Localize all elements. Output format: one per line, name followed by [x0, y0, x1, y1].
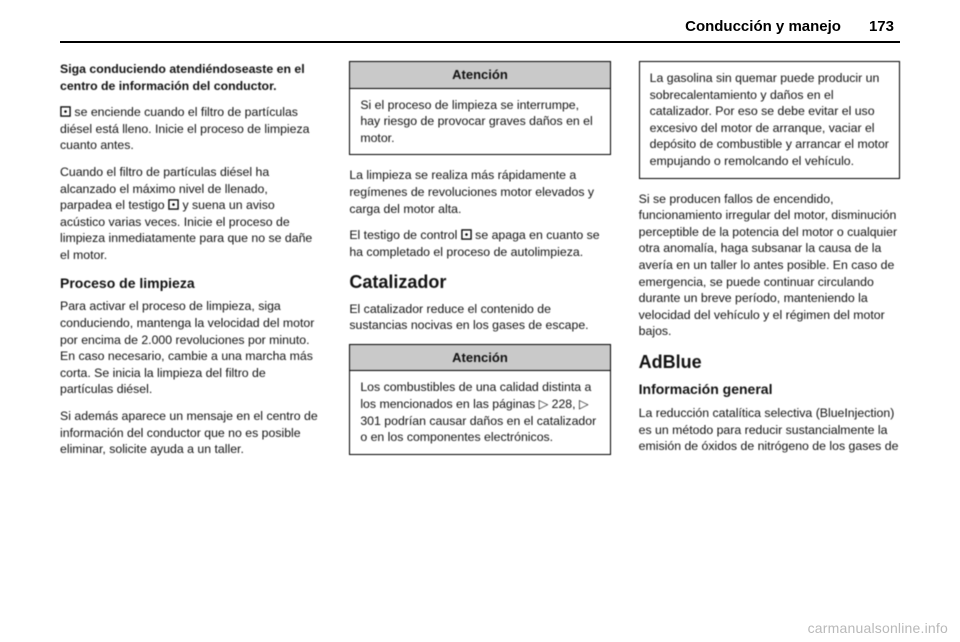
caution-box-body: La gasolina sin quemar puede producir un…: [640, 62, 899, 178]
heading: AdBlue: [639, 350, 900, 374]
paragraph: Si se producen fallos de encendido, func…: [639, 191, 900, 340]
column-3: La gasolina sin quemar puede producir un…: [639, 61, 900, 612]
watermark: carmanualsonline.info: [808, 620, 948, 636]
column-2: Atención Si el proceso de limpieza se in…: [349, 61, 610, 612]
dpf-warning-icon: [60, 106, 71, 117]
paragraph: Cuando el filtro de partículas diésel ha…: [60, 164, 321, 264]
caution-box-continued: La gasolina sin quemar puede producir un…: [639, 61, 900, 179]
text: El testigo de control: [349, 228, 460, 242]
header-rule: [60, 41, 900, 43]
page-header: Conducción y manejo 173: [60, 18, 900, 39]
caution-box-body: Si el proceso de limpieza se interrumpe,…: [350, 89, 609, 155]
paragraph: Siga conduciendo atendiéndoseaste en el …: [60, 61, 321, 94]
paragraph: La limpieza se realiza más rápidamente a…: [349, 167, 610, 217]
heading: Catalizador: [349, 270, 610, 294]
caution-box-body: Los combustibles de una calidad distinta…: [350, 371, 609, 453]
paragraph: Para activar el proceso de limpieza, sig…: [60, 298, 321, 398]
paragraph: La reducción catalítica selectiva (BlueI…: [639, 405, 900, 455]
text: se enciende cuando el filtro de partícul…: [60, 105, 310, 152]
paragraph: Si además aparece un mensaje en el centr…: [60, 408, 321, 458]
dpf-warning-icon: [168, 199, 179, 210]
dpf-warning-icon: [461, 229, 472, 240]
manual-page: Conducción y manejo 173 Siga conduciendo…: [0, 0, 960, 642]
caution-box-title: Atención: [350, 345, 609, 372]
columns: Siga conduciendo atendiéndoseaste en el …: [60, 61, 900, 612]
subheading: Información general: [639, 380, 900, 399]
subheading: Proceso de limpieza: [60, 274, 321, 293]
paragraph: El testigo de control se apaga en cuanto…: [349, 227, 610, 260]
caution-box: Atención Si el proceso de limpieza se in…: [349, 61, 610, 155]
caution-box-title: Atención: [350, 62, 609, 89]
paragraph: El catalizador reduce el contenido de su…: [349, 301, 610, 334]
caution-box: Atención Los combustibles de una calidad…: [349, 344, 610, 455]
paragraph: se enciende cuando el filtro de partícul…: [60, 104, 321, 154]
page-number: 173: [869, 18, 894, 35]
section-title: Conducción y manejo: [685, 18, 841, 35]
column-1: Siga conduciendo atendiéndoseaste en el …: [60, 61, 321, 612]
